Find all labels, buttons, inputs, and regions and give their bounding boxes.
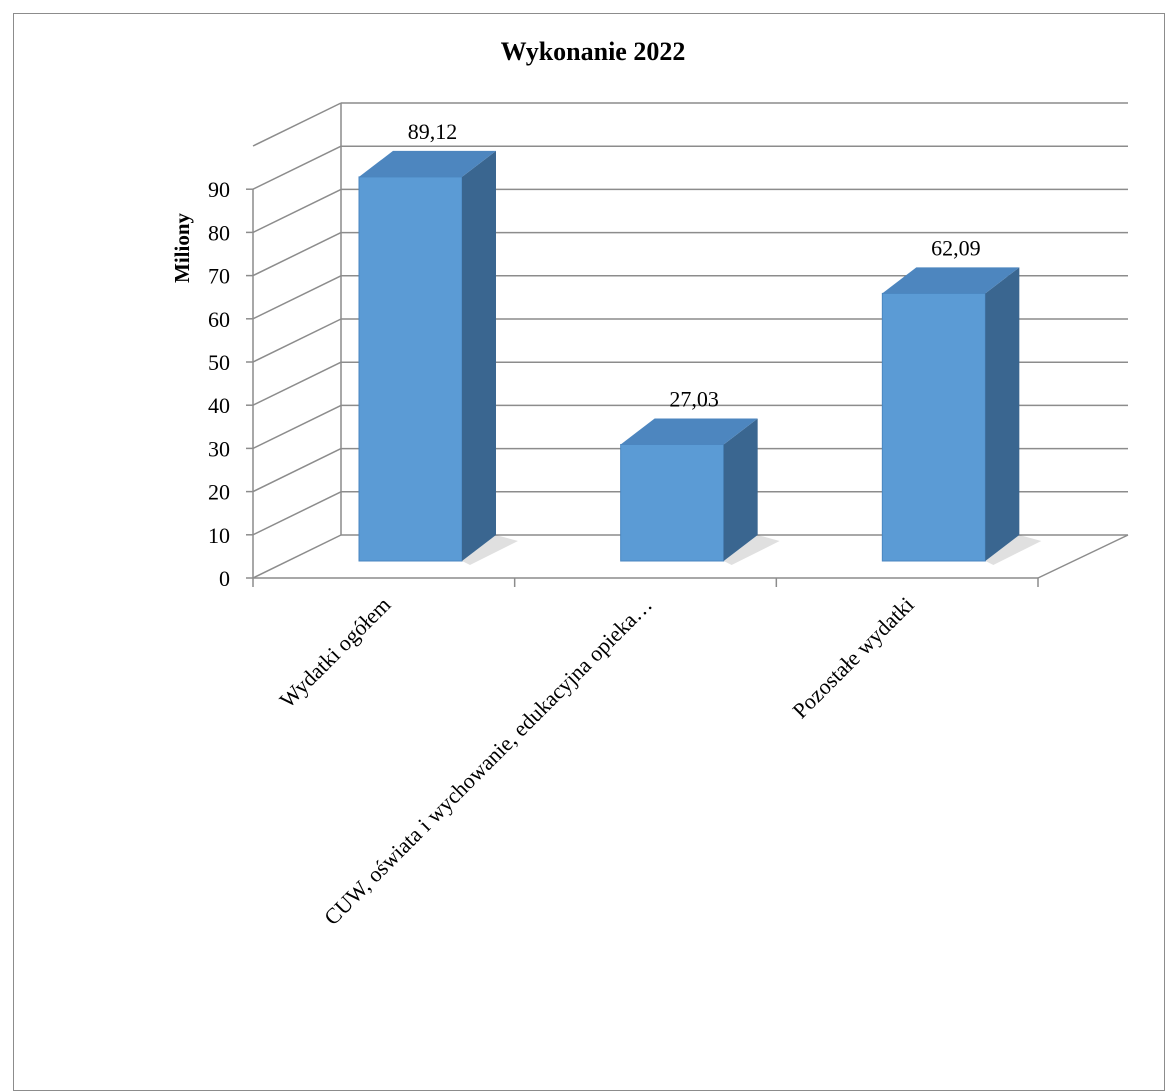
data-label: 89,12: [408, 119, 458, 144]
bar-top: [620, 418, 758, 445]
gridline-side: [252, 231, 342, 277]
y-tick-label: 10: [208, 523, 230, 548]
gridline-side: [252, 145, 342, 190]
y-axis-label: Miliony: [170, 213, 194, 284]
category-label: Wydatki ogółem: [275, 592, 396, 713]
y-tick-label: 30: [208, 436, 230, 461]
axes: [246, 188, 1039, 587]
floor-right-edge: [1037, 534, 1129, 579]
y-tick-label: 40: [208, 393, 230, 418]
bar-side: [985, 267, 1020, 561]
bar-front: [881, 292, 986, 562]
gridline-side: [252, 534, 342, 579]
bar: [620, 418, 780, 565]
bars: [358, 150, 1042, 565]
bar-shadow: [985, 535, 1042, 565]
bar-side: [462, 150, 496, 561]
data-labels: 89,12 27,03 62,09: [408, 119, 981, 412]
y-tick-label: 80: [208, 220, 230, 245]
y-tick-labels: 0 10 20 30 40 50 60 70 80 90: [208, 177, 230, 591]
category-label: CUW, oświata i wychowanie, edukacyjna op…: [319, 592, 657, 930]
bar-front: [620, 444, 725, 562]
bar-shadow: [723, 535, 780, 565]
gridline-side: [252, 188, 342, 234]
y-tick-label: 20: [208, 480, 230, 505]
data-label: 27,03: [669, 387, 719, 412]
gridline-side: [252, 404, 342, 450]
gridline-side: [252, 102, 342, 147]
gridline-side: [252, 447, 342, 493]
bar: [358, 150, 518, 565]
y-tick-label: 70: [208, 264, 230, 289]
bar-top: [882, 267, 1020, 294]
y-tick-label: 50: [208, 350, 230, 375]
gridline-side: [252, 318, 342, 363]
bar-front: [358, 176, 463, 562]
y-tick-label: 0: [219, 566, 230, 591]
chart-title: Wykonanie 2022: [501, 37, 686, 66]
bar-side: [723, 418, 758, 561]
data-label: 62,09: [931, 235, 981, 260]
y-tick-label: 60: [208, 307, 230, 332]
bar-top: [359, 150, 496, 177]
gridline-side: [252, 491, 342, 536]
category-label: Pozostałe wydatki: [787, 592, 918, 723]
bar-shadow: [462, 535, 518, 565]
bar: [881, 267, 1042, 565]
gridline-side: [252, 361, 342, 406]
y-tick-label: 90: [208, 177, 230, 202]
gridline-side: [252, 275, 342, 320]
